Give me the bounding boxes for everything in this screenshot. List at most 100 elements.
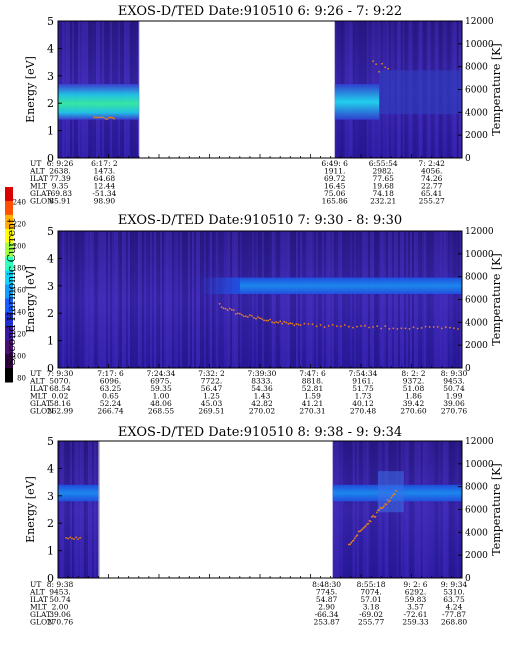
ephemeris-value: 52.81: [302, 384, 323, 393]
spectrogram-streak: [218, 231, 220, 368]
spectrogram-streak: [454, 441, 457, 578]
ephemeris-value: 7745.: [316, 588, 337, 597]
y2-tick-label: 0: [465, 154, 471, 164]
temperature-point: [369, 520, 372, 523]
temperature-point: [395, 490, 397, 492]
temperature-point: [356, 325, 358, 328]
spectrogram-streak: [370, 231, 372, 368]
ephemeris-value: 270.31: [299, 407, 325, 416]
spectrogram-streak: [356, 231, 358, 368]
ephemeris-value: 270.76: [47, 618, 73, 627]
temperature-point: [255, 317, 257, 320]
energy-band: [334, 84, 380, 120]
spectrogram-streak: [254, 231, 256, 368]
temperature-point: [228, 307, 231, 310]
spectrogram-streak: [172, 231, 174, 368]
ephemeris-row-label: GLAT: [30, 610, 51, 619]
temperature-point: [102, 116, 105, 119]
ephemeris-value: 8:55:18: [357, 580, 386, 589]
temperature-point: [348, 325, 350, 328]
spectrogram-streak: [368, 231, 370, 368]
spectrogram-streak: [80, 441, 82, 578]
ephemeris-value: 9: 2: 6: [403, 580, 427, 589]
spectrogram-streak: [456, 441, 459, 578]
ephemeris-value: 85.91: [49, 197, 70, 206]
ephemeris-value: 5310.: [443, 588, 464, 597]
spectrogram-streak: [92, 231, 94, 368]
temperature-point: [384, 66, 386, 69]
temperature-point: [98, 116, 101, 119]
ephemeris-row-label: UT: [30, 580, 41, 589]
spectrogram-streak: [242, 231, 244, 368]
ephemeris-row-label: MLT: [30, 182, 47, 191]
y-tick-label: 0: [47, 152, 54, 165]
spectrogram-streak: [408, 441, 411, 578]
temperature-point: [380, 327, 383, 330]
temperature-point: [220, 306, 223, 308]
spectrogram-streak: [440, 231, 442, 368]
spectrogram-streak: [410, 231, 412, 368]
temperature-point: [71, 537, 73, 540]
temperature-point: [386, 499, 389, 501]
temperature-point: [428, 326, 431, 328]
ephemeris-row-label: GLON: [30, 407, 54, 416]
spectrogram-streak: [302, 231, 304, 368]
spectrogram-streak: [76, 231, 78, 368]
panel-3: EXOS-D/TED Date:910510 8: 9:38 - 9: 9:34…: [24, 425, 503, 627]
spectrogram-streak: [66, 441, 68, 578]
spectrogram-streak: [90, 441, 92, 578]
spectrogram-streak: [222, 231, 224, 368]
spectrogram-streak: [132, 231, 134, 368]
temperature-point: [224, 307, 227, 310]
temperature-point: [360, 529, 362, 532]
spectrogram-streak: [444, 231, 446, 368]
ephemeris-value: 6:55:54: [369, 159, 398, 168]
ephemeris-row-label: GLAT: [30, 399, 51, 408]
temperature-point: [109, 116, 112, 119]
ephemeris-row-label: ILAT: [30, 384, 48, 393]
ephemeris-value: 7722.: [201, 377, 222, 386]
temperature-point: [65, 537, 67, 539]
spectrogram-streak: [366, 441, 369, 578]
ephemeris-value: 2638.: [49, 167, 70, 176]
spectrogram-streak: [404, 231, 406, 368]
spectrogram-streak: [296, 231, 298, 368]
y2-tick-label: 10000: [465, 40, 494, 50]
spectrogram-streak: [406, 231, 408, 368]
ephemeris-row-label: ILAT: [30, 174, 48, 183]
spectrogram-streak: [250, 231, 252, 368]
spectrogram-streak: [120, 231, 122, 368]
ephemeris-value: 58.16: [49, 399, 71, 408]
temperature-point: [293, 324, 296, 327]
ephemeris-value: 42.82: [251, 399, 273, 408]
ephemeris-value: 6:49: 6: [321, 159, 348, 168]
energy-band: [239, 277, 462, 295]
spectrogram-streak: [432, 441, 435, 578]
ephemeris-value: 51.08: [403, 384, 425, 393]
ephemeris-value: 48.06: [150, 399, 172, 408]
temperature-point: [251, 315, 253, 317]
spectrogram-streak: [314, 231, 316, 368]
spectrogram-streak: [244, 231, 246, 368]
spectrogram-streak: [346, 231, 348, 368]
spectrogram-streak: [382, 231, 384, 368]
temperature-point: [416, 327, 419, 330]
spectrogram-streak: [342, 441, 345, 578]
y2-tick-label: 0: [465, 574, 471, 584]
spectrogram-streak: [424, 231, 426, 368]
ephemeris-value: -69.02: [359, 610, 383, 619]
temperature-point: [383, 505, 385, 507]
ephemeris-value: 64.68: [94, 174, 116, 183]
spectrogram-streak: [88, 441, 90, 578]
y2-tick-label: 6000: [465, 506, 488, 516]
spectrogram-streak: [98, 441, 100, 578]
spectrogram-streak: [146, 231, 148, 368]
colorbar-block: [5, 270, 13, 285]
spectrogram-streak: [226, 231, 228, 368]
spectrogram-streak: [238, 231, 240, 368]
spectrogram-streak: [60, 231, 62, 368]
temperature-point: [319, 324, 322, 326]
spectrogram-streak: [124, 231, 126, 368]
ephemeris-row-label: ALT: [29, 167, 45, 176]
temperature-point: [457, 328, 459, 330]
